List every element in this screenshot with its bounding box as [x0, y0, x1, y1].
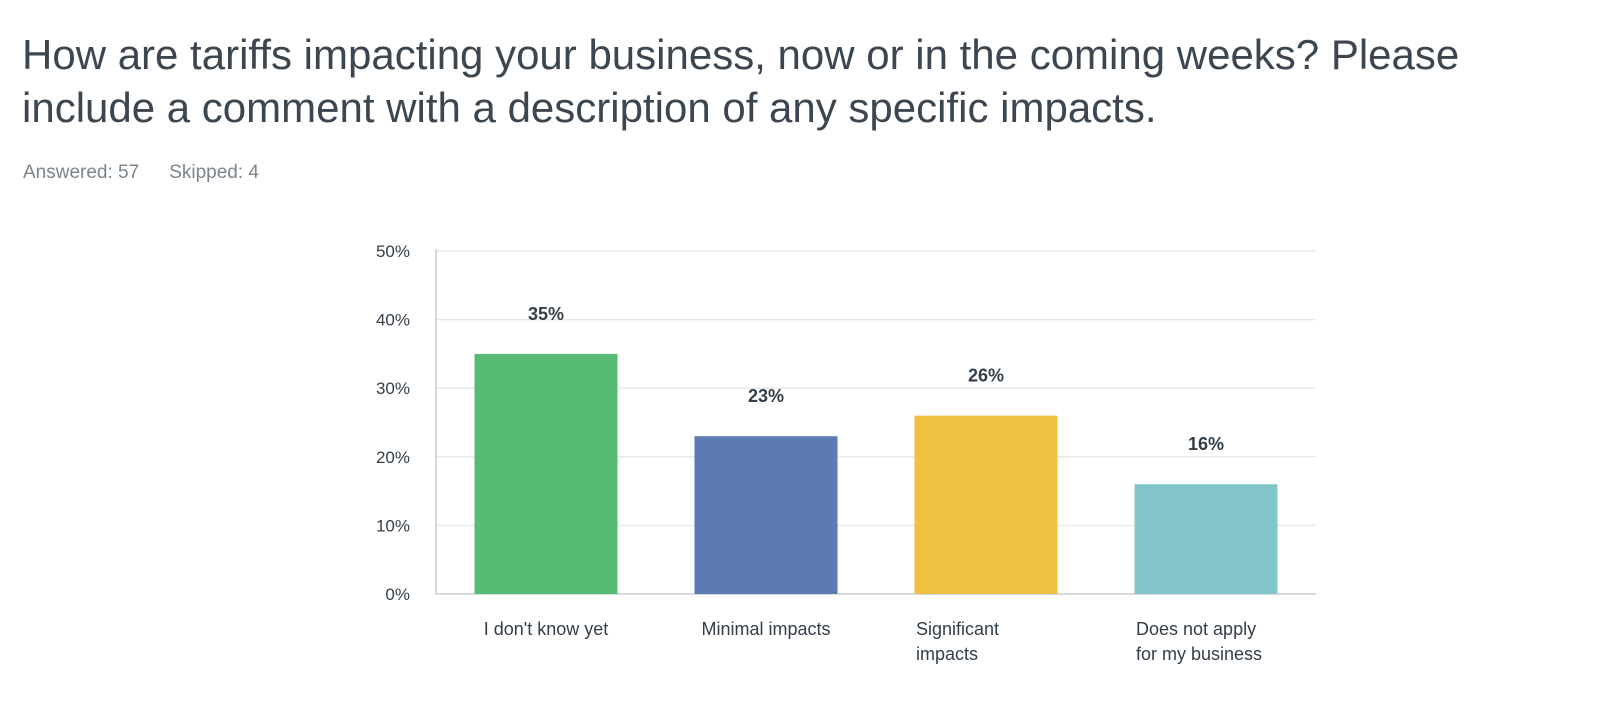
y-tick-label: 50%	[376, 242, 410, 261]
y-tick-label: 10%	[376, 516, 410, 535]
x-category-label: Significant	[916, 619, 999, 639]
data-label: 23%	[748, 386, 784, 406]
bar	[914, 415, 1058, 594]
x-category-label: Does not apply	[1136, 619, 1256, 639]
x-category-label: I don't know yet	[484, 619, 609, 639]
x-category-label: Minimal impacts	[701, 619, 830, 639]
y-tick-label: 40%	[376, 311, 410, 330]
bar	[1134, 484, 1278, 594]
data-label: 35%	[528, 304, 564, 324]
data-label: 16%	[1188, 434, 1224, 454]
bar	[474, 353, 618, 594]
y-tick-label: 20%	[376, 448, 410, 467]
skipped-count: Skipped: 4	[169, 162, 259, 183]
x-category-label: for my business	[1136, 644, 1262, 664]
response-stats: Answered: 57 Skipped: 4	[23, 162, 259, 184]
answered-count: Answered: 57	[23, 162, 140, 183]
bar	[694, 436, 838, 594]
data-label: 26%	[968, 366, 1004, 386]
x-category-label: impacts	[916, 644, 978, 664]
question-title: How are tariffs impacting your business,…	[22, 31, 1460, 131]
y-tick-label: 0%	[385, 585, 410, 604]
y-tick-label: 30%	[376, 379, 410, 398]
